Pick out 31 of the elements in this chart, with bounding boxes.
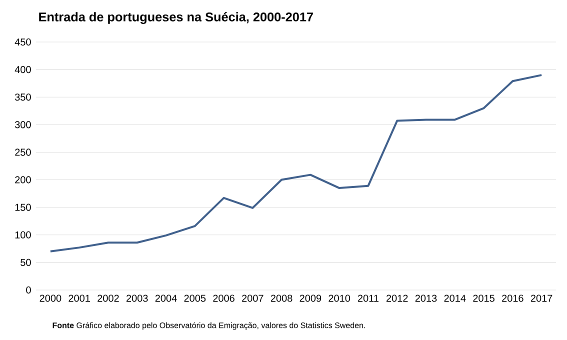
x-tick-label: 2006 (213, 294, 234, 302)
y-tick-label: 450 (14, 38, 31, 46)
text: Fonte Gráfico elaborado pelo Observatório da Emigração, valores do Statistics Sweden. (52, 322, 365, 330)
x-tick-label: 2005 (184, 294, 206, 302)
x-tick-label: 2007 (242, 294, 264, 302)
x-tick-label: 2010 (328, 294, 350, 302)
y-tick-label: 300 (14, 121, 31, 128)
y-tick-label: 350 (14, 94, 31, 101)
x-tick-label: 2013 (415, 294, 437, 302)
y-tick-label: 150 (15, 204, 31, 211)
y-tick-label: 400 (14, 66, 31, 74)
x-tick-label: 2004 (155, 294, 177, 302)
y-tick-label: 250 (15, 148, 31, 156)
x-tick-label: 2012 (386, 294, 408, 302)
y-tick-label: 100 (15, 231, 31, 238)
x-tick-label: 2011 (358, 294, 378, 302)
x-tick-label: 2015 (473, 294, 494, 302)
x-tick-label: 2001 (68, 294, 90, 302)
x-tick-label: 2016 (502, 294, 524, 302)
y-tick-label: 0 (26, 286, 31, 294)
chart-title: Entrada de portugueses na Suécia, 2000-2017 (39, 12, 313, 24)
x-tick-label: 2000 (40, 294, 62, 302)
y-tick-label: 50 (20, 258, 31, 266)
y-tick-label: 200 (15, 176, 31, 184)
x-tick-label: 2009 (300, 294, 322, 302)
x-tick-label: 2014 (444, 294, 466, 302)
x-tick-label: 2003 (126, 294, 148, 302)
x-tick-label: 2002 (98, 294, 119, 302)
x-tick-label: 2017 (530, 294, 552, 302)
line-series (49, 74, 543, 252)
x-tick-label: 2008 (270, 294, 292, 302)
